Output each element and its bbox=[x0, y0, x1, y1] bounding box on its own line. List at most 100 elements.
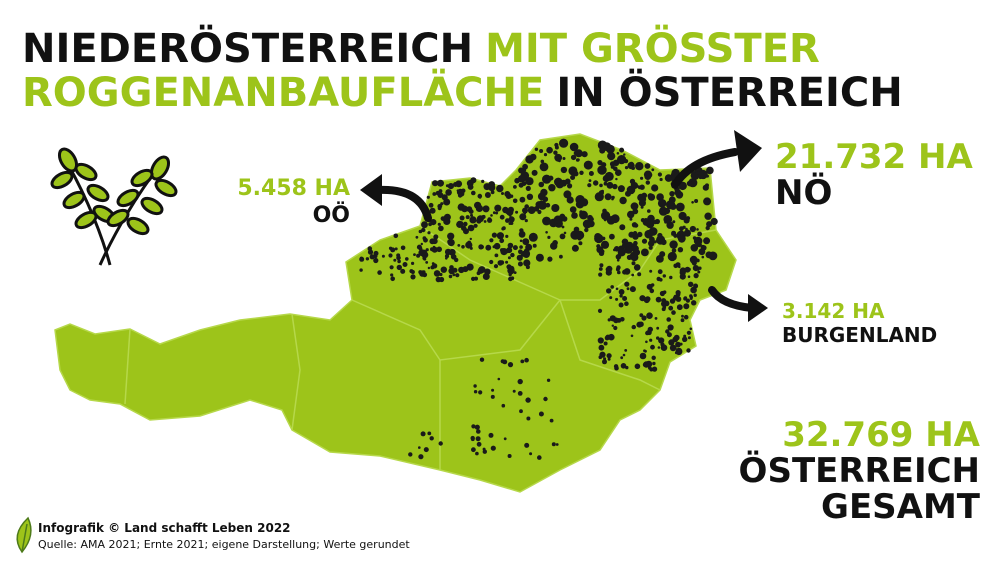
dot bbox=[566, 196, 574, 204]
dot bbox=[683, 314, 689, 320]
dot bbox=[598, 190, 605, 196]
dot bbox=[666, 317, 671, 322]
arrows bbox=[374, 148, 756, 312]
dot bbox=[624, 281, 630, 287]
dot bbox=[667, 251, 677, 262]
dot bbox=[473, 390, 478, 394]
dot bbox=[638, 321, 644, 327]
dot bbox=[467, 184, 474, 190]
dot bbox=[546, 146, 553, 154]
dot bbox=[639, 184, 645, 190]
dot bbox=[521, 181, 527, 187]
dot bbox=[670, 203, 677, 210]
dot bbox=[470, 177, 477, 184]
dot bbox=[475, 204, 483, 212]
dot bbox=[471, 447, 476, 453]
dot bbox=[439, 272, 443, 277]
dot bbox=[522, 238, 530, 246]
dot bbox=[560, 179, 567, 187]
dot bbox=[656, 193, 664, 201]
dot bbox=[488, 432, 494, 438]
dot bbox=[471, 424, 476, 429]
dot bbox=[604, 171, 614, 181]
dot bbox=[677, 247, 684, 253]
dot bbox=[452, 267, 458, 273]
dot bbox=[690, 182, 695, 187]
dot bbox=[594, 233, 604, 244]
dot bbox=[538, 201, 547, 210]
dot bbox=[606, 181, 614, 189]
dot bbox=[587, 183, 592, 188]
dot bbox=[690, 244, 699, 252]
dot bbox=[420, 431, 426, 437]
title-part: MIT GRÖSSTER bbox=[485, 24, 820, 72]
dot bbox=[689, 327, 693, 331]
dot bbox=[479, 357, 485, 362]
dot bbox=[630, 181, 637, 188]
dot bbox=[624, 166, 629, 170]
dot bbox=[518, 249, 523, 255]
dot bbox=[603, 341, 608, 346]
dot bbox=[644, 163, 651, 169]
dot bbox=[540, 159, 545, 164]
dot bbox=[637, 193, 645, 202]
dot bbox=[440, 202, 444, 206]
dot bbox=[418, 249, 426, 257]
dot bbox=[525, 248, 528, 251]
region-area: 5.458 HA bbox=[237, 176, 350, 201]
dot bbox=[507, 266, 515, 275]
dot bbox=[598, 272, 603, 277]
dot bbox=[597, 337, 604, 344]
dot bbox=[437, 179, 444, 187]
dot bbox=[449, 265, 454, 270]
dot bbox=[525, 177, 532, 184]
dot bbox=[432, 192, 437, 196]
dot bbox=[575, 230, 585, 240]
dot bbox=[703, 197, 712, 206]
dot bbox=[502, 359, 508, 365]
dot bbox=[481, 179, 485, 183]
dot bbox=[525, 185, 531, 191]
dot bbox=[497, 377, 501, 381]
dot bbox=[640, 176, 644, 180]
dot bbox=[624, 349, 628, 352]
dot bbox=[455, 180, 462, 187]
dot bbox=[543, 153, 548, 157]
dot bbox=[531, 169, 538, 176]
dot bbox=[373, 250, 379, 256]
dot bbox=[491, 388, 495, 392]
dot bbox=[597, 165, 607, 175]
dot bbox=[528, 232, 538, 242]
dot bbox=[648, 245, 653, 250]
dot bbox=[390, 276, 396, 282]
dot bbox=[423, 270, 426, 273]
dot bbox=[649, 367, 654, 372]
dot bbox=[470, 435, 475, 441]
dot bbox=[510, 252, 515, 258]
dot bbox=[538, 411, 544, 417]
dot bbox=[459, 215, 465, 221]
dot bbox=[571, 244, 579, 252]
dot bbox=[661, 307, 666, 312]
region-name: NÖ bbox=[775, 172, 832, 213]
dot bbox=[471, 190, 476, 196]
dot bbox=[703, 237, 711, 245]
dot bbox=[577, 158, 580, 161]
dot bbox=[436, 246, 443, 253]
dot bbox=[632, 233, 639, 240]
dot bbox=[365, 257, 370, 261]
dot bbox=[457, 189, 462, 193]
dot bbox=[599, 147, 606, 154]
dot bbox=[710, 217, 718, 226]
dot bbox=[470, 213, 473, 217]
dot bbox=[529, 153, 537, 161]
dot bbox=[517, 391, 523, 396]
dot bbox=[473, 384, 477, 388]
dot bbox=[455, 273, 460, 278]
dot bbox=[612, 183, 618, 190]
dot bbox=[454, 257, 459, 263]
dot bbox=[683, 303, 690, 310]
dot bbox=[603, 218, 607, 222]
dot bbox=[580, 198, 589, 207]
dot bbox=[517, 255, 520, 258]
